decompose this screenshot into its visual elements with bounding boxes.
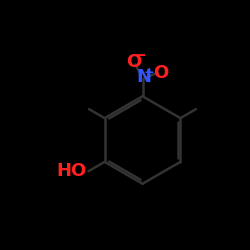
Text: −: − xyxy=(133,48,146,63)
Text: HO: HO xyxy=(57,162,87,180)
Text: +: + xyxy=(144,66,154,79)
Text: O: O xyxy=(126,53,141,71)
Text: O: O xyxy=(154,64,169,82)
Text: N: N xyxy=(136,68,151,86)
